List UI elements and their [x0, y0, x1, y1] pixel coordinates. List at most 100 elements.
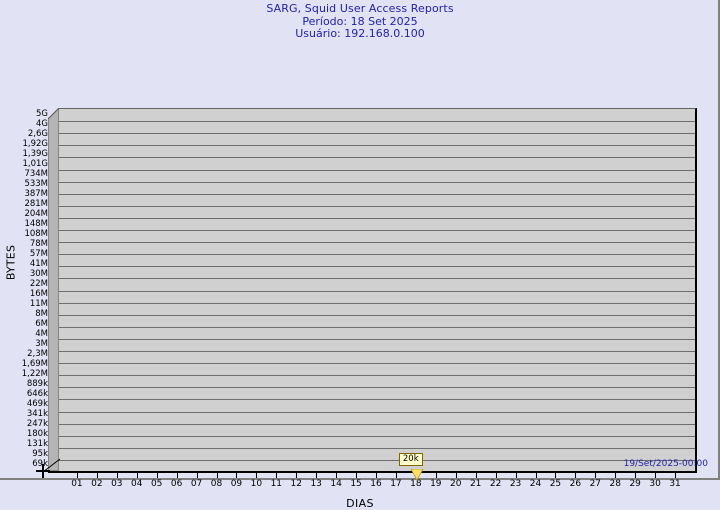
- gridline: [59, 133, 695, 134]
- gridline: [59, 448, 695, 449]
- y-axis-tick-label: 1,01G: [22, 158, 48, 169]
- y-axis-tick-label: 1,92G: [22, 138, 48, 149]
- x-axis-line: [48, 471, 697, 473]
- y-axis-tick-label: 22M: [29, 278, 48, 289]
- y-axis-tick-label: 2,3M: [27, 348, 48, 359]
- y-axis-tick-label: 41M: [29, 258, 48, 269]
- gridline: [59, 303, 695, 304]
- y-axis-tick-label: 4G: [36, 118, 48, 129]
- report-period: Período: 18 Set 2025: [302, 14, 418, 28]
- x-axis-tick: [256, 473, 258, 478]
- gridline: [59, 327, 695, 328]
- y-axis-tick-label: 180k: [26, 428, 48, 439]
- gridline: [59, 182, 695, 183]
- x-axis-tick: [635, 473, 637, 478]
- gridline: [59, 254, 695, 255]
- y-axis-tick-label: 8M: [35, 308, 48, 319]
- y-axis-tick-label: 148M: [24, 218, 48, 229]
- x-axis-tick: [655, 473, 657, 478]
- gridline: [59, 363, 695, 364]
- data-point-value-label: 20k: [398, 453, 423, 466]
- generated-timestamp: 19/Set/2025-00:00: [623, 459, 708, 469]
- gridline: [59, 170, 695, 171]
- x-axis-tick: [176, 473, 178, 478]
- gridline: [59, 278, 695, 279]
- x-axis-tick: [296, 473, 298, 478]
- gridline: [59, 121, 695, 122]
- gridline: [59, 266, 695, 267]
- x-axis-tick: [495, 473, 497, 478]
- x-axis-tick: [356, 473, 358, 478]
- y-axis-tick-label: 247k: [26, 418, 48, 429]
- gridlines: [59, 109, 695, 471]
- report-title-block: SARG, Squid User Access Reports Período:…: [0, 2, 720, 41]
- y-axis-tick-label: 1,69M: [21, 358, 48, 369]
- y-axis-tick-label: 95k: [32, 448, 48, 459]
- x-axis-tick: [76, 473, 78, 478]
- x-axis-tick: [216, 473, 218, 478]
- y-axis-tick-label: 131k: [26, 438, 48, 449]
- plot-side-face-3d: [48, 108, 60, 471]
- y-axis-tick-label: 3M: [35, 338, 48, 349]
- x-axis-tick: [535, 473, 537, 478]
- gridline: [59, 424, 695, 425]
- gridline: [59, 351, 695, 352]
- y-axis-tick-label: 646k: [26, 388, 48, 399]
- x-axis-tick: [615, 473, 617, 478]
- x-axis-tick: [236, 473, 238, 478]
- bytes-per-day-chart: BYTES 5G 4G 2,6G 1,92G 1,39G 1,01G 734M 533M 387…: [0, 50, 720, 510]
- y-axis-tick-label: 469k: [26, 398, 48, 409]
- x-axis-tick: [435, 473, 437, 478]
- x-axis-tick: [555, 473, 557, 478]
- y-axis-tick-label: 204M: [24, 208, 48, 219]
- page-title: SARG, Squid User Access Reports: [266, 2, 454, 15]
- y-axis-tick-label: 69k: [32, 458, 48, 469]
- x-axis-tick: [116, 473, 118, 478]
- gridline: [59, 375, 695, 376]
- x-axis-tick: [475, 473, 477, 478]
- gridline: [59, 460, 695, 461]
- x-axis-tick: [675, 473, 677, 478]
- y-axis-tick-label: 30M: [29, 268, 48, 279]
- x-axis-tick: [276, 473, 278, 478]
- gridline: [59, 399, 695, 400]
- y-axis-tick-label: 57M: [29, 248, 48, 259]
- report-user: Usuário: 192.168.0.100: [295, 27, 425, 41]
- y-axis-tick-label: 533M: [24, 178, 48, 189]
- plot-area: [59, 108, 697, 471]
- x-axis-tick: [515, 473, 517, 478]
- y-axis-tick-label: 16M: [29, 288, 48, 299]
- x-axis-tick-label: 31: [669, 479, 681, 489]
- y-axis-tick-label: 889k: [26, 378, 48, 389]
- x-axis-tick: [96, 473, 98, 478]
- y-axis-tick-label: 281M: [24, 198, 48, 209]
- y-axis-tick-label: 108M: [24, 228, 48, 239]
- gridline: [59, 145, 695, 146]
- gridline: [59, 157, 695, 158]
- y-axis-origin-tick: [36, 470, 50, 472]
- y-axis-tick-labels: 5G 4G 2,6G 1,92G 1,39G 1,01G 734M 533M 387M 281M 2…: [14, 108, 48, 468]
- y-axis-tick-label: 341k: [26, 408, 48, 419]
- gridline: [59, 194, 695, 195]
- y-axis-tick-label: 11M: [29, 298, 48, 309]
- gridline: [59, 339, 695, 340]
- x-axis-tick: [575, 473, 577, 478]
- y-axis-tick-label: 387M: [24, 188, 48, 199]
- data-point-marker: [408, 466, 426, 485]
- gridline: [59, 436, 695, 437]
- plot-base-connector-3d: [42, 458, 62, 476]
- gridline: [59, 218, 695, 219]
- y-axis-tick-label: 734M: [24, 168, 48, 179]
- y-axis-tick-label: 1,39G: [22, 148, 48, 159]
- x-axis-tick: [376, 473, 377, 478]
- x-axis-tick: [595, 473, 597, 478]
- y-axis-tick-label: 78M: [29, 238, 48, 249]
- y-axis-tick-label: 4M: [35, 328, 48, 339]
- gridline: [59, 291, 695, 292]
- gridline: [59, 412, 695, 413]
- y-axis-tick-label: 5G: [36, 108, 48, 119]
- y-axis-tick-label: 6M: [35, 318, 48, 329]
- gridline: [59, 242, 695, 243]
- x-axis-title: DIAS: [346, 497, 374, 510]
- x-axis-tick: [395, 473, 397, 478]
